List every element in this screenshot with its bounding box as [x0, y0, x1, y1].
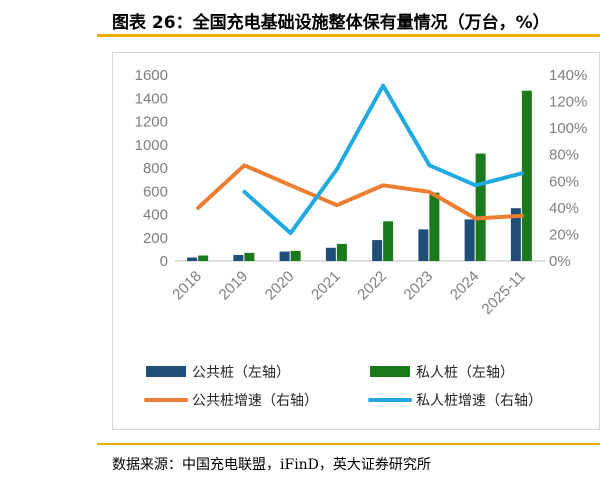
bar-public — [464, 219, 475, 261]
bar-public — [187, 257, 198, 261]
bar-private — [475, 153, 486, 261]
public-growth-line — [196, 163, 524, 221]
right-axis-tick-label: 0% — [549, 253, 571, 270]
x-axis-tick-label: 2021 — [308, 268, 344, 304]
private-growth-line — [242, 83, 524, 236]
left-axis-tick-label: 1200 — [135, 114, 168, 131]
bar-private — [244, 252, 255, 261]
left-axis-tick-label: 800 — [143, 160, 168, 177]
legend-label: 私人桩（左轴） — [416, 364, 514, 381]
left-axis-tick-label: 1600 — [135, 67, 168, 84]
right-axis-tick-label: 120% — [549, 94, 587, 111]
left-axis-tick-label: 600 — [143, 183, 168, 200]
chart-title: 图表 26：全国充电基础设施整体保有量情况（万台，%） — [112, 13, 550, 33]
x-axis-tick-label: 2024 — [447, 268, 483, 304]
left-axis-tick-label: 200 — [143, 230, 168, 247]
title-rule — [97, 34, 600, 37]
bar-public — [233, 254, 244, 261]
x-axis-tick-label: 2018 — [169, 268, 205, 304]
legend-label: 公共桩（左轴） — [192, 364, 290, 381]
bar-public — [418, 229, 429, 261]
x-axis-tick-label: 2019 — [216, 268, 252, 304]
x-axis-tick-label: 2020 — [262, 268, 298, 304]
bar-public — [372, 240, 383, 261]
right-axis-tick-label: 140% — [549, 67, 587, 84]
left-axis-tick-label: 1000 — [135, 137, 168, 154]
left-axis-tick-label: 0 — [160, 253, 168, 270]
bar-private — [383, 221, 394, 261]
right-axis-tick-label: 40% — [549, 200, 579, 217]
x-axis-tick-label: 2025-11 — [479, 268, 529, 318]
right-axis-tick-label: 20% — [549, 226, 579, 243]
legend-label: 私人桩增速（右轴） — [416, 392, 542, 409]
bar-private — [521, 90, 532, 261]
left-axis-tick-label: 1400 — [135, 90, 168, 107]
legend-swatch — [370, 366, 410, 377]
right-axis-tick-label: 60% — [549, 173, 579, 190]
right-axis-tick-label: 80% — [549, 147, 579, 164]
legend-swatch — [146, 366, 186, 377]
footer-rule — [97, 443, 600, 445]
source-note: 数据来源：中国充电联盟，iFinD，英大证券研究所 — [112, 457, 431, 473]
bar-public — [510, 208, 521, 261]
bar-private — [290, 250, 301, 261]
bar-private — [198, 255, 209, 261]
legend-label: 公共桩增速（右轴） — [192, 392, 318, 409]
right-axis-tick-label: 100% — [549, 120, 587, 137]
bar-private — [336, 243, 347, 261]
bar-public — [279, 251, 290, 261]
left-axis-tick-label: 400 — [143, 207, 168, 224]
bar-private — [429, 192, 440, 261]
x-axis-tick-label: 2023 — [401, 268, 437, 304]
x-axis-tick-label: 2022 — [354, 268, 390, 304]
bar-public — [325, 247, 336, 261]
